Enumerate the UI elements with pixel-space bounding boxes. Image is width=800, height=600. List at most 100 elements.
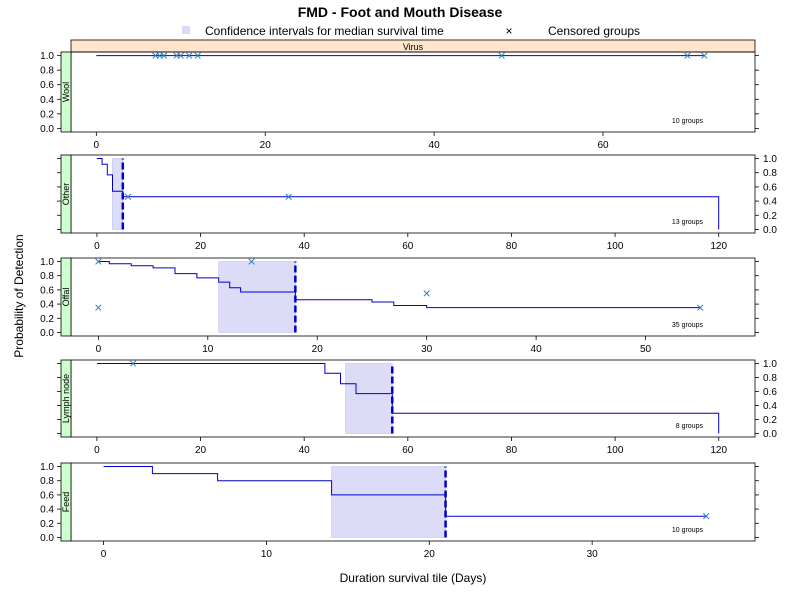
y-axis-label: Probability of Detection xyxy=(12,234,26,357)
x-tick-label: 20 xyxy=(195,241,207,252)
panel-wool: Virus Wool 10 groups 0 20 40 60 0.0 0.2 0.4 0.6 0.8… xyxy=(40,39,759,151)
censor-mark xyxy=(160,52,168,59)
censor-mark xyxy=(423,290,430,297)
censor-mark xyxy=(684,52,691,59)
panel-offal: Offal 35 groups 0 10 20 30 40 50 0.0 0.2 0.4 0.6 0.8… xyxy=(40,257,759,355)
x-tick-label: 40 xyxy=(299,445,311,456)
legend-ci-swatch xyxy=(182,26,190,34)
x-tick-label: 0 xyxy=(94,445,100,456)
censor-mark xyxy=(701,52,708,59)
side-strip-label: Wool xyxy=(61,82,71,102)
side-strip xyxy=(60,51,72,133)
x-tick-label: 60 xyxy=(402,445,414,456)
censor-mark xyxy=(285,193,292,200)
censor-mark xyxy=(702,513,710,520)
x-tick-label: 0 xyxy=(94,140,100,151)
censor-mark xyxy=(95,304,102,311)
y-tick-label: 0.0 xyxy=(763,225,777,236)
ci-region xyxy=(218,261,296,333)
censor-mark xyxy=(177,52,184,59)
chart-title: FMD - Foot and Mouth Disease xyxy=(298,4,503,20)
censor-mark xyxy=(248,258,255,265)
x-tick-label: 80 xyxy=(506,445,518,456)
x-tick-label: 20 xyxy=(424,549,436,560)
panel-lymph-node: Lymph node 8 groups 0 20 40 60 80 100 120 0.0 0.2 0… xyxy=(57,359,777,456)
side-strip-label: Feed xyxy=(61,492,71,513)
side-strip-label: Offal xyxy=(61,288,71,307)
x-tick-label: 20 xyxy=(195,445,207,456)
side-strip xyxy=(60,359,72,438)
y-tick-label: 0.2 xyxy=(40,109,54,120)
censor-mark xyxy=(186,52,193,59)
y-tick-label: 0.6 xyxy=(763,387,777,398)
y-tick-label: 0.6 xyxy=(40,80,54,91)
survival-curve xyxy=(96,363,720,434)
x-tick-label: 120 xyxy=(710,241,727,252)
x-tick-label: 30 xyxy=(587,549,599,560)
ci-region xyxy=(112,158,124,230)
x-tick-label: 0 xyxy=(96,344,102,355)
censor-mark xyxy=(194,52,201,59)
x-tick-label: 20 xyxy=(260,140,272,151)
groups-label: 10 groups xyxy=(672,527,704,534)
side-strip-label: Lymph node xyxy=(61,374,71,423)
panel-frame xyxy=(70,359,756,438)
x-tick-label: 100 xyxy=(607,445,624,456)
x-tick-label: 120 xyxy=(710,445,727,456)
groups-label: 8 groups xyxy=(676,423,704,430)
ci-region xyxy=(345,363,393,434)
censor-mark xyxy=(498,52,505,59)
x-tick-label: 30 xyxy=(421,344,433,355)
y-tick-label: 1.0 xyxy=(40,257,54,268)
side-strip xyxy=(60,154,72,234)
censor-mark xyxy=(124,193,132,200)
legend: Confidence intervals for median survival… xyxy=(182,24,640,38)
panels: Virus Wool 10 groups 0 20 40 60 0.0 0.2 0.4 0.6 0.8… xyxy=(40,39,777,560)
panel-frame xyxy=(70,154,756,234)
y-tick-label: 0.2 xyxy=(763,415,777,426)
legend-censor-label: Censored groups xyxy=(548,24,640,38)
legend-ci-label: Confidence intervals for median survival… xyxy=(205,24,444,38)
groups-label: 13 groups xyxy=(672,219,704,226)
y-tick-label: 0.8 xyxy=(40,271,54,282)
x-tick-label: 0 xyxy=(94,241,100,252)
y-tick-label: 0.0 xyxy=(40,533,54,544)
y-tick-label: 0.4 xyxy=(40,95,54,106)
side-strip xyxy=(60,257,72,337)
side-strip-label: Other xyxy=(61,183,71,206)
censor-mark xyxy=(697,304,704,311)
y-tick-label: 0.0 xyxy=(763,429,777,440)
x-tick-label: 40 xyxy=(299,241,311,252)
panel-feed: Feed 10 groups 0 10 20 30 0.0 0.2 0.4 0.6 0.8 1.0 xyxy=(40,462,759,560)
x-tick-label: 100 xyxy=(607,241,624,252)
y-tick-label: 0.2 xyxy=(763,211,777,222)
censor-mark xyxy=(95,258,102,265)
ci-region xyxy=(331,466,446,538)
y-tick-label: 1.0 xyxy=(763,359,777,370)
y-tick-label: 1.0 xyxy=(40,462,54,473)
side-strip xyxy=(60,462,72,542)
panel-frame xyxy=(70,51,756,133)
x-tick-label: 20 xyxy=(312,344,324,355)
header-strip-label: Virus xyxy=(403,42,424,52)
y-tick-label: 0.4 xyxy=(40,505,54,516)
y-tick-label: 0.2 xyxy=(40,314,54,325)
x-tick-label: 80 xyxy=(506,241,518,252)
y-tick-label: 0.6 xyxy=(40,490,54,501)
y-tick-label: 0.6 xyxy=(40,285,54,296)
x-tick-label: 10 xyxy=(202,344,214,355)
groups-label: 35 groups xyxy=(672,322,704,329)
y-tick-label: 1.0 xyxy=(763,154,777,165)
censor-mark xyxy=(130,360,137,367)
y-tick-label: 0.4 xyxy=(40,300,54,311)
x-tick-label: 60 xyxy=(597,140,609,151)
y-tick-label: 0.8 xyxy=(40,476,54,487)
y-tick-label: 0.6 xyxy=(763,182,777,193)
x-axis-label: Duration survival tile (Days) xyxy=(340,571,487,585)
y-tick-label: 0.8 xyxy=(763,373,777,384)
y-tick-label: 1.0 xyxy=(40,51,54,62)
panel-frame xyxy=(70,257,756,337)
y-tick-label: 0.0 xyxy=(40,124,54,135)
survival-curve xyxy=(96,158,720,230)
